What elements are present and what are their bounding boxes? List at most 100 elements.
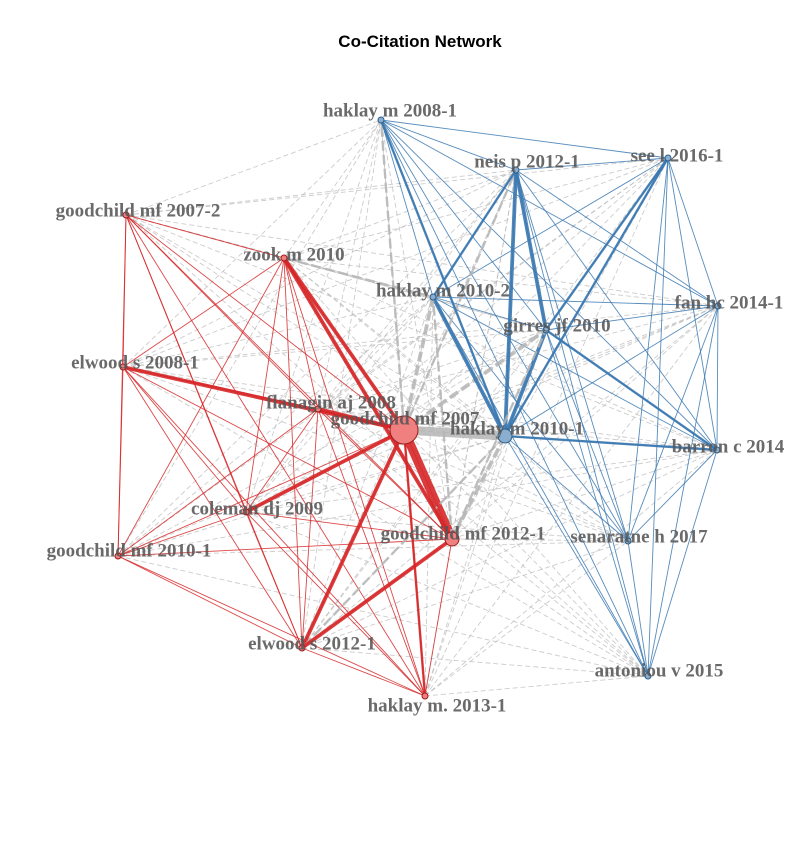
edge-line <box>545 329 649 677</box>
edge-line <box>301 169 517 649</box>
edge-line <box>451 538 649 677</box>
edge-line <box>283 169 517 259</box>
edge-line <box>627 305 719 542</box>
node-neis-p-2012-1[interactable] <box>512 166 520 174</box>
edge-line <box>117 408 319 557</box>
edge-line <box>627 540 649 677</box>
edge-line <box>125 214 426 697</box>
node-label: elwood s 2012-1 <box>248 633 376 654</box>
edge-line <box>283 257 506 437</box>
edge-line <box>515 157 669 171</box>
node-fan-hc-2014-1[interactable] <box>714 302 722 310</box>
strong-edge <box>379 119 507 437</box>
edge-line <box>125 214 649 677</box>
edge-line <box>245 408 319 513</box>
edge-line <box>117 366 124 557</box>
edge-line <box>122 366 303 649</box>
node-label: haklay m 2010-2 <box>376 280 510 301</box>
strong-edge <box>545 329 718 451</box>
edge-line <box>627 157 669 542</box>
edge-line <box>380 119 434 298</box>
edge-line <box>122 257 285 368</box>
strong-edge <box>317 407 405 432</box>
node-goodchild-mf-2007-2[interactable] <box>122 211 130 219</box>
node-goodchild-mf-2007[interactable] <box>389 415 419 445</box>
edge-line <box>647 305 719 677</box>
node-label: coleman dj 2009 <box>191 498 323 519</box>
node-barron-c-2014[interactable] <box>713 446 721 454</box>
node-goodchild-mf-2012-1[interactable] <box>444 531 460 547</box>
node-label: haklay m 2008-1 <box>323 100 457 121</box>
node-girres-jf-2010[interactable] <box>542 326 550 334</box>
edge-line <box>647 449 718 677</box>
edge-line <box>380 119 719 307</box>
edge-line <box>380 119 629 542</box>
node-flanagin-aj-2008[interactable] <box>314 405 322 413</box>
strong-edge <box>399 428 457 541</box>
edge-line <box>301 119 382 649</box>
node-label: neis p 2012-1 <box>474 151 580 172</box>
node-elwood-s-2008-1[interactable] <box>119 363 127 371</box>
node-senaratne-h-2017[interactable] <box>624 537 632 545</box>
strong-edge <box>245 428 405 514</box>
edge-line <box>380 119 517 171</box>
node-haklay-m-2008-1[interactable] <box>377 116 385 124</box>
edge-line <box>504 435 629 542</box>
edge-line <box>245 511 426 697</box>
node-goodchild-mf-2010-1[interactable] <box>114 552 122 560</box>
edge-line <box>317 408 426 697</box>
edge-line <box>317 408 649 677</box>
strong-edge <box>514 169 548 331</box>
strong-edge <box>300 429 406 649</box>
node-label: fan hc 2014-1 <box>675 292 784 313</box>
edge-line <box>122 329 547 368</box>
edge-line <box>117 257 285 557</box>
edge-line <box>283 257 426 697</box>
edge-line <box>283 257 547 331</box>
edge-line <box>125 169 517 216</box>
edge-line <box>301 305 719 649</box>
edge-line <box>317 408 629 542</box>
edge-line <box>245 511 649 677</box>
node-haklay-m-2013-1[interactable] <box>421 692 429 700</box>
node-coleman-dj-2009[interactable] <box>242 508 250 516</box>
node-haklay-m-2010-1[interactable] <box>497 428 513 444</box>
node-antoniou-v-2015[interactable] <box>644 672 652 680</box>
strong-edge <box>300 537 454 650</box>
node-elwood-s-2012-1[interactable] <box>298 644 306 652</box>
strong-edge <box>450 435 507 540</box>
edge-line <box>283 257 649 677</box>
edge-line <box>122 296 434 368</box>
strong-edges <box>122 119 718 697</box>
edge-line <box>117 296 434 557</box>
chart-title: Co-Citation Network <box>338 32 502 51</box>
edge-line <box>125 119 382 216</box>
edge-line <box>117 555 649 677</box>
edge-line <box>117 538 453 557</box>
edge-line <box>424 538 453 697</box>
strong-edge <box>431 296 507 437</box>
strong-edge <box>301 435 506 649</box>
edge-line <box>245 511 303 649</box>
edge-line <box>122 119 382 368</box>
strong-edge <box>403 425 506 441</box>
strong-edge <box>283 256 434 299</box>
node-label: goodchild mf 2007-2 <box>56 200 221 221</box>
edge-line <box>380 119 718 451</box>
edge-line <box>504 435 649 677</box>
edge-line <box>515 169 719 307</box>
strong-edge <box>379 119 406 431</box>
node-label: zook m 2010 <box>243 244 344 265</box>
edge-line <box>380 119 547 331</box>
edge-line <box>545 329 629 542</box>
node-see-l-2016-1[interactable] <box>664 154 672 162</box>
edge-line <box>403 169 517 431</box>
edge-line <box>424 305 719 697</box>
node-haklay-m-2010-2[interactable] <box>429 293 437 301</box>
node-label: haklay m 2010-1 <box>450 418 584 439</box>
strong-edge <box>431 169 518 298</box>
node-zook-m-2010[interactable] <box>280 254 288 262</box>
edge-line <box>451 449 718 540</box>
